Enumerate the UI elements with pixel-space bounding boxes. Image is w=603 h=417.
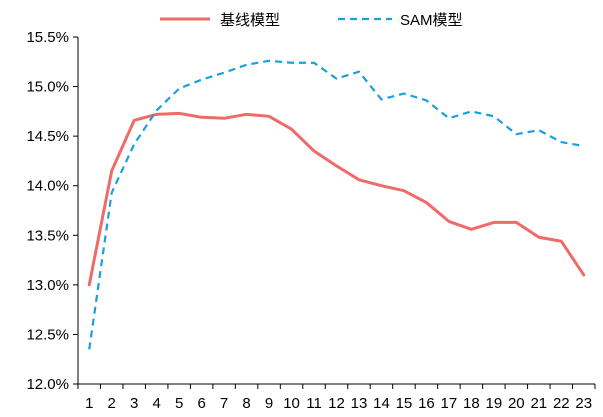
series-1-point <box>223 71 226 74</box>
series-1-point <box>290 61 293 64</box>
x-tick-label: 14 <box>373 395 390 412</box>
series-0-point <box>200 116 203 119</box>
series-0-point <box>425 201 428 204</box>
series-1-point <box>560 141 563 144</box>
series-0-point <box>245 113 248 116</box>
x-tick-label: 6 <box>197 395 205 412</box>
x-tick-label: 19 <box>486 395 503 412</box>
x-tick-label: 15 <box>396 395 413 412</box>
series-1-point <box>133 143 136 146</box>
series-1-point <box>425 99 428 102</box>
x-tick-label: 8 <box>242 395 250 412</box>
x-tick-label: 3 <box>130 395 138 412</box>
y-tick-label: 14.5% <box>26 128 69 145</box>
series-1-point <box>470 110 473 113</box>
y-tick-label: 15.5% <box>26 29 69 46</box>
series-0-point <box>492 221 495 224</box>
series-1-point <box>357 70 360 73</box>
series-1-point <box>200 78 203 81</box>
legend-label-0: 基线模型 <box>220 12 280 29</box>
series-line-1 <box>88 59 584 350</box>
series-line-0 <box>87 111 586 287</box>
series-0-point <box>110 169 113 172</box>
series-0-point <box>537 236 540 239</box>
series-1-point <box>245 63 248 66</box>
series-0-point <box>133 119 136 122</box>
x-tick-label: 23 <box>575 395 592 412</box>
series-0-point <box>470 228 473 231</box>
y-tick-label: 15.0% <box>26 79 69 96</box>
series-0-point <box>357 178 360 181</box>
x-tick-label: 10 <box>283 395 300 412</box>
x-tick-label: 12 <box>328 395 345 412</box>
series-1-point <box>380 98 383 101</box>
series-1-point <box>492 115 495 118</box>
series-0-point <box>268 115 271 118</box>
series-1-point <box>88 348 91 351</box>
x-tick-label: 18 <box>463 395 480 412</box>
series-0-point <box>380 184 383 187</box>
series-0-point <box>155 113 158 116</box>
series-0-point <box>223 117 226 120</box>
axes-layer: 12.0% 12.5% 13.0% 13.5% 14.0% 14.5% 15.0% 15.5%… <box>26 29 596 412</box>
legend-label-1: SAM模型 <box>400 12 463 29</box>
x-tick-label: 5 <box>175 395 183 412</box>
y-tick-label: 13.5% <box>26 227 69 244</box>
y-tick-label: 13.0% <box>26 277 69 294</box>
x-tick-label: 9 <box>265 395 273 412</box>
x-tick-label: 11 <box>306 395 322 412</box>
series-0-point <box>515 221 518 224</box>
series-1-point <box>402 92 405 95</box>
series-0-point <box>88 283 91 286</box>
series-0-point <box>335 164 338 167</box>
x-tick-label: 17 <box>441 395 458 412</box>
y-tick-label: 14.0% <box>26 178 69 195</box>
series-layer <box>87 59 586 351</box>
x-tick-label: 16 <box>418 395 435 412</box>
series-1-point <box>582 145 585 148</box>
x-tick-label: 1 <box>85 395 93 412</box>
series-1-point <box>268 59 271 62</box>
series-1-point <box>313 61 316 64</box>
x-tick-label: 4 <box>153 395 161 412</box>
x-tick-label: 22 <box>553 395 570 412</box>
series-1-point <box>155 109 158 112</box>
series-1-point <box>447 117 450 120</box>
series-1-point <box>515 133 518 136</box>
series-0-point <box>313 150 316 153</box>
series-1-point <box>110 191 113 194</box>
series-0-point <box>290 128 293 131</box>
x-tick-label: 20 <box>508 395 525 412</box>
series-1-point <box>335 77 338 80</box>
series-1-point <box>178 87 181 90</box>
x-tick-label: 2 <box>108 395 116 412</box>
series-1-point <box>537 129 540 132</box>
x-tick-label: 21 <box>530 395 547 412</box>
series-0-point <box>582 273 585 276</box>
x-tick-label: 7 <box>220 395 228 412</box>
y-tick-label: 12.0% <box>26 376 69 393</box>
series-0-point <box>447 220 450 223</box>
series-0-point <box>178 112 181 115</box>
series-0-point <box>560 240 563 243</box>
legend: 基线模型 SAM模型 <box>160 12 463 29</box>
series-0-point <box>402 189 405 192</box>
y-tick-label: 12.5% <box>26 326 69 343</box>
x-tick-label: 13 <box>351 395 368 412</box>
